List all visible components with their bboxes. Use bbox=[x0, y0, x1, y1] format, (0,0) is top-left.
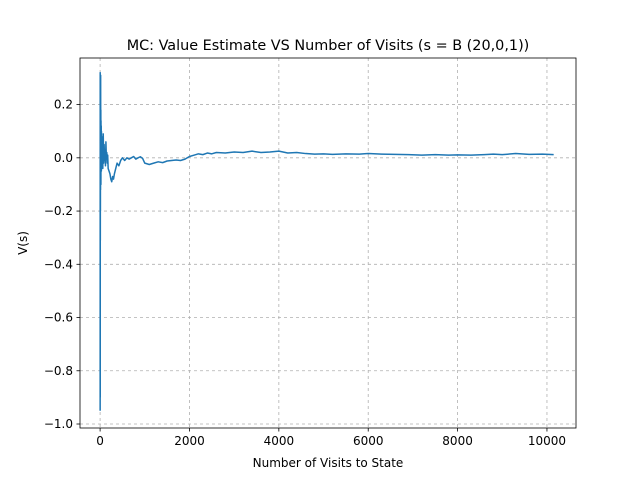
y-tick-label: −0.4 bbox=[44, 257, 73, 271]
series-layer bbox=[99, 71, 554, 411]
grid-layer bbox=[80, 58, 576, 428]
tick-layer: 0 2000 4000 6000 8000 10000 −1.0 −0.8 −0.6 −0.4 −0… bbox=[44, 98, 566, 448]
y-tick-label: −0.6 bbox=[44, 311, 73, 325]
y-tick-label: 0.0 bbox=[54, 151, 73, 165]
plot-frame bbox=[79, 57, 577, 429]
x-tick-label: 6000 bbox=[353, 434, 384, 448]
x-tick-label: 8000 bbox=[442, 434, 473, 448]
chart-title: MC: Value Estimate VS Number of Visits (… bbox=[127, 38, 530, 54]
series-line-0 bbox=[99, 71, 554, 411]
x-axis-label: Number of Visits to State bbox=[253, 456, 404, 470]
x-tick-label: 10000 bbox=[528, 434, 566, 448]
y-tick-label: 0.2 bbox=[54, 98, 73, 112]
y-tick-label: −0.2 bbox=[44, 204, 73, 218]
y-axis-label: V(s) bbox=[16, 231, 30, 255]
y-tick-label: −1.0 bbox=[44, 417, 73, 431]
x-tick-label: 2000 bbox=[174, 434, 205, 448]
x-tick-label: 4000 bbox=[264, 434, 295, 448]
y-tick-label: −0.8 bbox=[44, 364, 73, 378]
x-tick-label: 0 bbox=[96, 434, 104, 448]
